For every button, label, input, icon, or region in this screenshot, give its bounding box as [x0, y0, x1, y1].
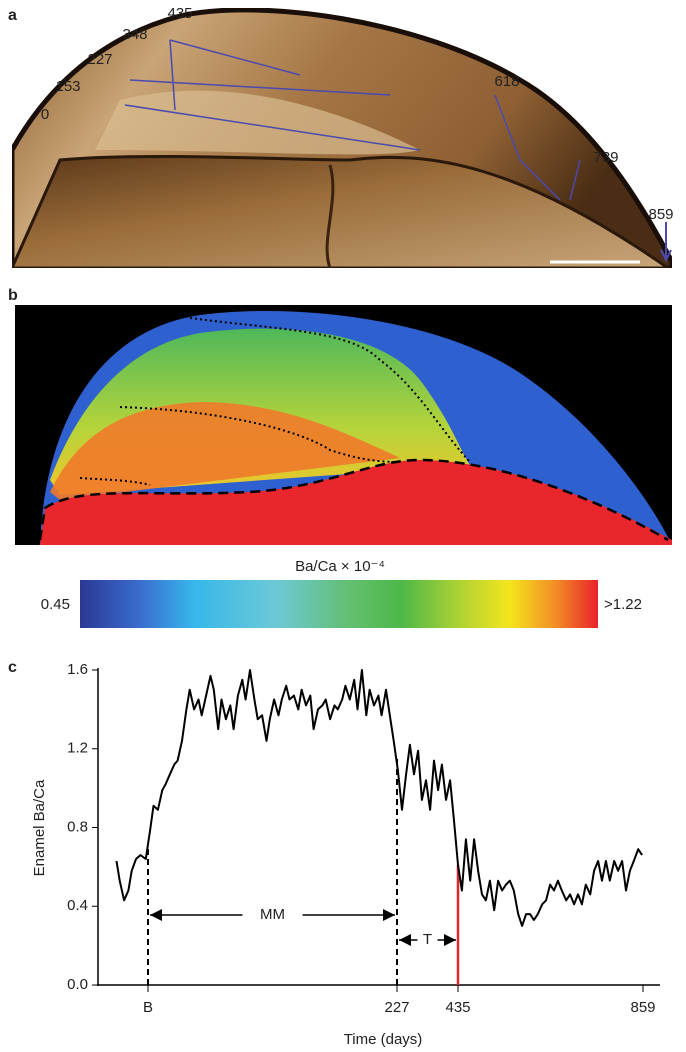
y-tick-label: 1.2: [67, 740, 88, 757]
arrow-head: [150, 909, 162, 921]
annotation: T: [423, 931, 432, 948]
colorbar-min: 0.45: [41, 596, 70, 613]
arrow-head: [444, 934, 456, 946]
panel-label: a: [8, 7, 17, 24]
tooth-photo: [12, 8, 672, 268]
annotation: MM: [260, 906, 285, 923]
x-tick-label: 227: [384, 999, 409, 1016]
ba-map-regions: [38, 311, 672, 545]
panel-label: c: [8, 659, 17, 676]
arrow-head: [383, 909, 395, 921]
panel-label: b: [8, 287, 18, 304]
stage-label: 153: [55, 78, 80, 95]
y-axis-label: Enamel Ba/Ca: [31, 779, 48, 876]
y-tick-label: 0.0: [67, 976, 88, 993]
colorbar-title: Ba/Ca × 10⁻⁴: [295, 558, 385, 575]
stage-label: 435: [167, 5, 192, 22]
stage-labels: 0 153 227 348 435 618 739 859: [41, 5, 674, 223]
stage-label: 739: [593, 149, 618, 166]
data-line: [115, 669, 643, 927]
arrow-head: [660, 249, 672, 263]
x-tick-label: B: [143, 999, 153, 1016]
stage-label: 227: [87, 51, 112, 68]
arrow-head: [399, 934, 411, 946]
colorbar-max: >1.22: [604, 596, 642, 613]
x-tick-label: 859: [630, 999, 655, 1016]
stage-label: 0: [41, 106, 49, 123]
colorbar: [80, 580, 598, 628]
y-tick-label: 1.6: [67, 661, 88, 678]
label-bg: [242, 906, 303, 924]
stage-label: 859: [648, 206, 673, 223]
x-axis-label: Time (days): [344, 1031, 423, 1048]
y-tick-label: 0.4: [67, 897, 88, 914]
y-tick-label: 0.8: [67, 818, 88, 835]
x-tick-label: 435: [445, 999, 470, 1016]
label-bg: [417, 931, 438, 949]
stage-label: 618: [494, 73, 519, 90]
stage-label: 348: [122, 26, 147, 43]
